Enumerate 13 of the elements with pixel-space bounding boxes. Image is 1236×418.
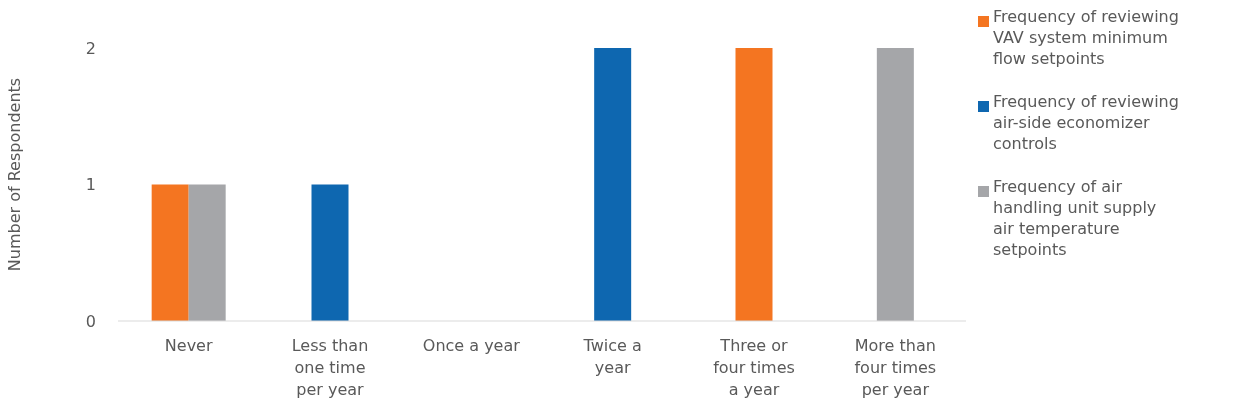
x-tick-label: Three or four times a year [713, 336, 795, 399]
x-tick-label: More than four times per year [854, 336, 937, 399]
x-tick-label: Never [164, 336, 213, 355]
legend-label: Frequency of reviewing VAV system minimum flow setpoints [993, 7, 1179, 68]
x-tick-label: Once a year [422, 336, 521, 355]
x-tick-label: Less than one time per year [291, 336, 369, 399]
y-axis-title: Number of Respondents [5, 77, 24, 272]
legend-label: Frequency of reviewing air-side economizer controls [993, 92, 1179, 153]
y-tick-label: 2 [85, 38, 96, 58]
y-tick-label: 0 [85, 311, 96, 331]
y-tick-label: 1 [85, 175, 96, 195]
legend-label: Frequency of air handling unit supply air temperature setpoints [993, 177, 1157, 259]
x-tick-label: Twice a year [582, 336, 642, 377]
